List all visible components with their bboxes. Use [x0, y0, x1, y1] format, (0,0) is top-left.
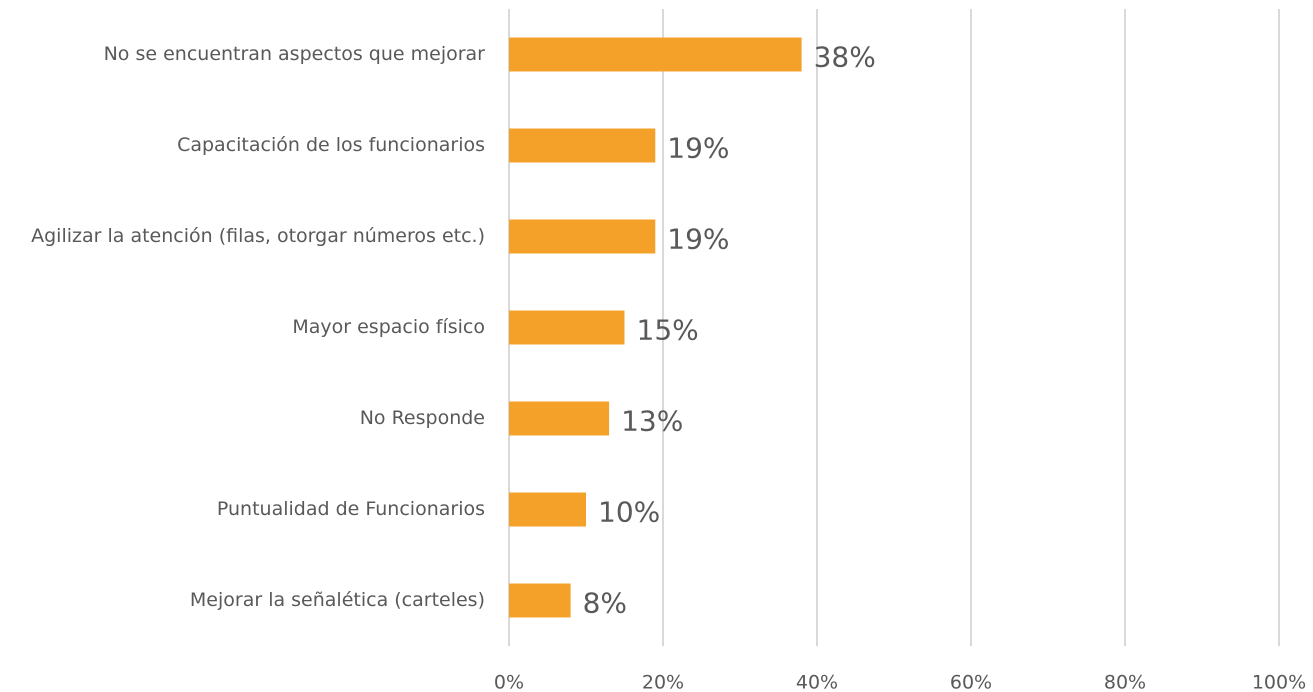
y-tick-label: No se encuentran aspectos que mejorar — [104, 43, 486, 65]
bar — [509, 219, 656, 254]
value-label: 10% — [598, 496, 660, 529]
value-label: 13% — [621, 405, 683, 438]
bar — [509, 128, 656, 163]
value-label: 8% — [583, 587, 627, 620]
value-label: 19% — [667, 223, 729, 256]
y-tick-label: Puntualidad de Funcionarios — [217, 498, 485, 520]
x-tick-label: 100% — [1252, 672, 1306, 692]
bar — [509, 401, 610, 436]
value-label: 38% — [814, 41, 876, 74]
bar — [509, 583, 571, 618]
y-tick-label: Mejorar la señalética (carteles) — [190, 589, 485, 611]
x-tick-label: 20% — [642, 672, 684, 692]
x-tick-label: 80% — [1104, 672, 1146, 692]
y-tick-label: No Responde — [360, 407, 485, 429]
bar — [509, 492, 586, 527]
y-tick-label: Mayor espacio físico — [292, 316, 485, 338]
y-tick-label: Capacitación de los funcionarios — [177, 134, 485, 156]
bar — [509, 310, 625, 345]
value-label: 15% — [637, 314, 699, 347]
bar — [509, 37, 802, 72]
x-tick-label: 60% — [950, 672, 992, 692]
y-tick-label: Agilizar la atención (filas, otorgar núm… — [31, 225, 485, 247]
value-label: 19% — [667, 132, 729, 165]
x-tick-label: 0% — [494, 672, 524, 692]
x-tick-label: 40% — [796, 672, 838, 692]
